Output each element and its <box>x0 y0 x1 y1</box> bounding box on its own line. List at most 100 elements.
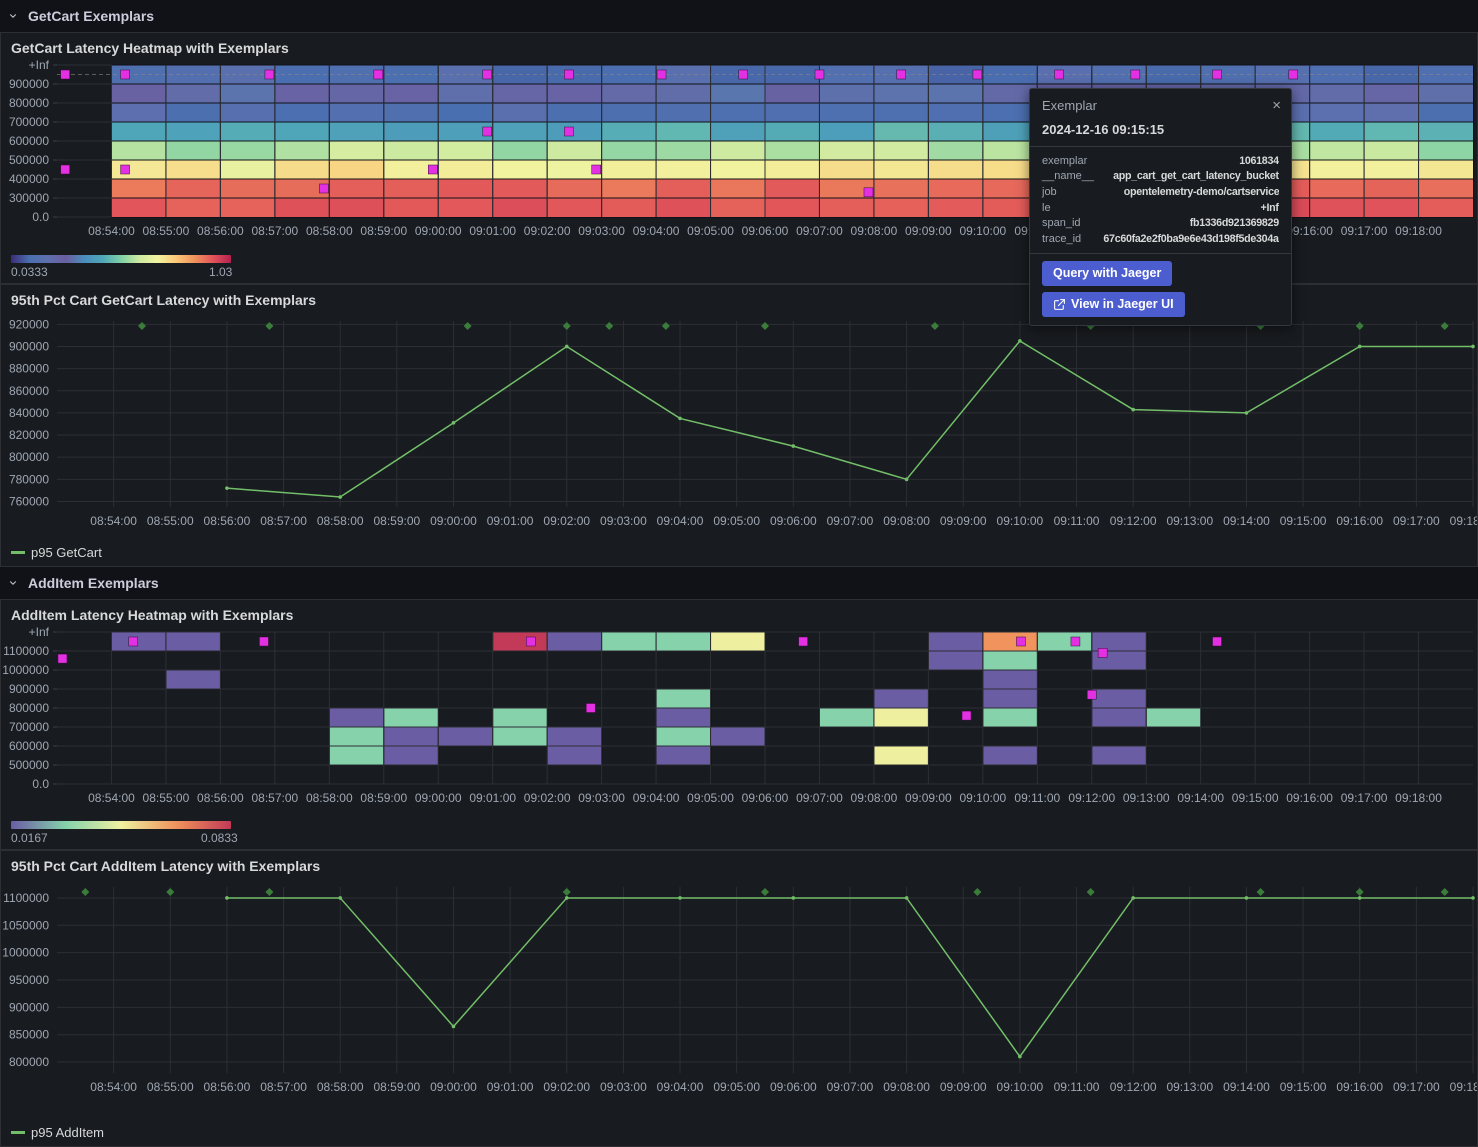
svg-text:860000: 860000 <box>9 384 49 398</box>
svg-text:08:59:00: 08:59:00 <box>373 1080 420 1094</box>
svg-text:08:59:00: 08:59:00 <box>373 514 420 528</box>
svg-text:09:06:00: 09:06:00 <box>742 791 789 805</box>
svg-text:09:18:00: 09:18:00 <box>1395 224 1442 238</box>
svg-text:09:12:00: 09:12:00 <box>1068 791 1115 805</box>
svg-text:09:10:00: 09:10:00 <box>997 1080 1044 1094</box>
svg-text:09:02:00: 09:02:00 <box>543 1080 590 1094</box>
svg-text:09:04:00: 09:04:00 <box>657 514 704 528</box>
svg-text:09:10:00: 09:10:00 <box>959 791 1006 805</box>
svg-text:09:17:00: 09:17:00 <box>1393 1080 1440 1094</box>
svg-text:09:04:00: 09:04:00 <box>633 224 680 238</box>
svg-text:09:11:00: 09:11:00 <box>1054 1080 1100 1094</box>
svg-text:1100000: 1100000 <box>3 891 49 905</box>
svg-text:08:56:00: 08:56:00 <box>197 224 244 238</box>
svg-text:1050000: 1050000 <box>2 918 49 932</box>
svg-text:08:58:00: 08:58:00 <box>317 1080 364 1094</box>
svg-text:800000: 800000 <box>9 450 49 464</box>
svg-text:300000: 300000 <box>9 191 49 205</box>
svg-text:09:04:00: 09:04:00 <box>657 1080 704 1094</box>
svg-text:09:10:00: 09:10:00 <box>997 514 1044 528</box>
svg-text:500000: 500000 <box>9 758 49 772</box>
svg-text:08:58:00: 08:58:00 <box>306 791 353 805</box>
svg-text:09:02:00: 09:02:00 <box>524 791 571 805</box>
svg-text:600000: 600000 <box>9 739 49 753</box>
svg-text:600000: 600000 <box>9 134 49 148</box>
svg-text:08:55:00: 08:55:00 <box>147 1080 194 1094</box>
svg-text:08:56:00: 08:56:00 <box>204 514 251 528</box>
svg-text:09:15:00: 09:15:00 <box>1232 791 1279 805</box>
svg-text:09:05:00: 09:05:00 <box>687 224 734 238</box>
svg-text:09:14:00: 09:14:00 <box>1223 1080 1270 1094</box>
svg-text:09:09:00: 09:09:00 <box>905 791 952 805</box>
svg-text:09:05:00: 09:05:00 <box>713 1080 760 1094</box>
svg-text:09:01:00: 09:01:00 <box>487 1080 534 1094</box>
svg-text:09:16:00: 09:16:00 <box>1286 224 1333 238</box>
svg-text:840000: 840000 <box>9 406 49 420</box>
svg-text:08:57:00: 08:57:00 <box>251 224 298 238</box>
svg-text:08:57:00: 08:57:00 <box>251 791 298 805</box>
svg-text:09:00:00: 09:00:00 <box>430 1080 477 1094</box>
svg-text:09:07:00: 09:07:00 <box>827 1080 874 1094</box>
svg-text:08:57:00: 08:57:00 <box>260 1080 307 1094</box>
svg-text:400000: 400000 <box>9 172 49 186</box>
svg-text:09:08:00: 09:08:00 <box>851 224 898 238</box>
svg-text:08:59:00: 08:59:00 <box>360 224 407 238</box>
svg-text:+Inf: +Inf <box>29 59 50 72</box>
svg-text:900000: 900000 <box>9 339 49 353</box>
svg-text:09:04:00: 09:04:00 <box>633 791 680 805</box>
svg-text:09:11:00: 09:11:00 <box>1014 791 1060 805</box>
svg-text:09:18:00: 09:18:00 <box>1450 1080 1477 1094</box>
svg-text:09:16:00: 09:16:00 <box>1286 791 1333 805</box>
svg-text:09:18:00: 09:18:00 <box>1395 791 1442 805</box>
svg-text:900000: 900000 <box>9 1000 49 1014</box>
svg-text:09:00:00: 09:00:00 <box>430 514 477 528</box>
svg-text:09:03:00: 09:03:00 <box>600 514 647 528</box>
svg-text:09:01:00: 09:01:00 <box>487 514 534 528</box>
svg-text:09:00:00: 09:00:00 <box>415 224 462 238</box>
svg-text:08:59:00: 08:59:00 <box>360 791 407 805</box>
svg-text:09:17:00: 09:17:00 <box>1341 791 1388 805</box>
svg-text:800000: 800000 <box>9 1055 49 1069</box>
svg-text:08:54:00: 08:54:00 <box>88 224 135 238</box>
svg-text:+Inf: +Inf <box>29 626 50 639</box>
svg-text:09:15:00: 09:15:00 <box>1280 1080 1327 1094</box>
svg-text:800000: 800000 <box>9 96 49 110</box>
svg-text:09:09:00: 09:09:00 <box>940 514 987 528</box>
svg-text:900000: 900000 <box>9 77 49 91</box>
svg-text:09:09:00: 09:09:00 <box>940 1080 987 1094</box>
svg-text:820000: 820000 <box>9 428 49 442</box>
svg-text:09:00:00: 09:00:00 <box>415 791 462 805</box>
svg-text:09:02:00: 09:02:00 <box>524 224 571 238</box>
svg-text:09:01:00: 09:01:00 <box>469 791 516 805</box>
svg-text:0.0: 0.0 <box>32 777 49 791</box>
svg-text:09:15:00: 09:15:00 <box>1280 514 1327 528</box>
svg-text:09:18:00: 09:18:00 <box>1450 514 1477 528</box>
svg-text:09:14:00: 09:14:00 <box>1223 514 1270 528</box>
svg-text:09:06:00: 09:06:00 <box>770 1080 817 1094</box>
svg-text:09:10:00: 09:10:00 <box>959 224 1006 238</box>
svg-text:09:03:00: 09:03:00 <box>578 791 625 805</box>
svg-text:880000: 880000 <box>9 362 49 376</box>
svg-text:08:54:00: 08:54:00 <box>88 791 135 805</box>
svg-text:08:55:00: 08:55:00 <box>147 514 194 528</box>
svg-text:09:03:00: 09:03:00 <box>578 224 625 238</box>
svg-text:09:01:00: 09:01:00 <box>469 224 516 238</box>
svg-text:08:58:00: 08:58:00 <box>317 514 364 528</box>
svg-text:950000: 950000 <box>9 973 49 987</box>
svg-text:09:07:00: 09:07:00 <box>827 514 874 528</box>
svg-text:500000: 500000 <box>9 153 49 167</box>
svg-text:09:08:00: 09:08:00 <box>851 791 898 805</box>
svg-text:09:13:00: 09:13:00 <box>1166 1080 1213 1094</box>
svg-text:09:17:00: 09:17:00 <box>1393 514 1440 528</box>
svg-text:09:07:00: 09:07:00 <box>796 791 843 805</box>
svg-text:1000000: 1000000 <box>2 663 49 677</box>
svg-text:09:06:00: 09:06:00 <box>770 514 817 528</box>
svg-text:09:09:00: 09:09:00 <box>905 224 952 238</box>
svg-text:09:05:00: 09:05:00 <box>713 514 760 528</box>
svg-text:920000: 920000 <box>9 317 49 331</box>
svg-text:08:54:00: 08:54:00 <box>90 514 137 528</box>
svg-text:0.0: 0.0 <box>32 210 49 224</box>
svg-text:09:17:00: 09:17:00 <box>1341 224 1388 238</box>
svg-text:08:56:00: 08:56:00 <box>197 791 244 805</box>
svg-text:08:58:00: 08:58:00 <box>306 224 353 238</box>
